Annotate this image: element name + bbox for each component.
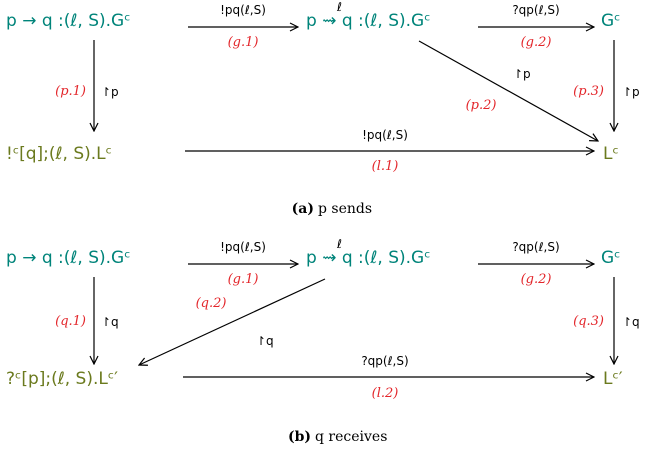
label-b-l2: ?qp(ℓ,S) <box>361 354 408 368</box>
rule-a-g2: (g.2) <box>521 35 552 50</box>
proj-b-q3: ↾q <box>622 315 640 329</box>
node-b-mid-label: ℓ <box>336 237 342 251</box>
proj-a-p2: ↾p <box>513 67 531 81</box>
proj-b-q2: ↾q <box>256 334 274 348</box>
node-a-start: p → q :(ℓ, S).Gᶜ <box>6 11 131 31</box>
proj-a-p3: ↾p <box>622 85 640 99</box>
rule-a-p3: (p.3) <box>573 84 604 99</box>
rule-a-l1: (l.1) <box>372 159 399 174</box>
caption-b-letter: (b) <box>288 429 311 445</box>
rule-a-g1: (g.1) <box>228 35 259 50</box>
label-a-l1: !pq(ℓ,S) <box>362 128 408 142</box>
rule-a-p1: (p.1) <box>55 84 86 99</box>
node-a-mid: p ⇝ q :(ℓ, S).Gᶜ <box>306 11 431 31</box>
node-a-bottom-left: !ᶜ[q];(ℓ, S).Lᶜ <box>6 144 112 164</box>
label-a-g1: !pq(ℓ,S) <box>220 3 266 17</box>
rule-b-q1: (q.1) <box>55 314 86 329</box>
rule-b-l2: (l.2) <box>372 386 399 401</box>
node-a-bottom-right: Lᶜ <box>603 144 619 164</box>
rule-b-q3: (q.3) <box>573 314 604 329</box>
rule-b-q2: (q.2) <box>196 296 227 311</box>
node-a-right: Gᶜ <box>601 11 620 31</box>
caption-a-letter: (a) <box>292 201 314 217</box>
node-a-mid-label: ℓ <box>336 0 342 14</box>
node-b-right: Gᶜ <box>601 248 620 268</box>
caption-b-text: q receives <box>315 429 387 445</box>
proj-b-q1: ↾q <box>101 315 119 329</box>
node-b-bottom-right: Lᶜ′ <box>603 369 623 389</box>
node-b-start: p → q :(ℓ, S).Gᶜ <box>6 248 131 268</box>
label-b-g1: !pq(ℓ,S) <box>220 240 266 254</box>
label-b-g2: ?qp(ℓ,S) <box>512 240 559 254</box>
rule-b-g2: (g.2) <box>521 272 552 287</box>
rule-b-g1: (g.1) <box>228 272 259 287</box>
arrow-b-q2 <box>139 278 326 365</box>
node-b-mid: p ⇝ q :(ℓ, S).Gᶜ <box>306 248 431 268</box>
arrow-a-p2 <box>418 40 598 141</box>
label-a-g2: ?qp(ℓ,S) <box>512 3 559 17</box>
panel-b: p → q :(ℓ, S).Gᶜ p ⇝ q :(ℓ, S).Gᶜ ℓ Gᶜ ?… <box>6 237 640 445</box>
caption-a-text: p sends <box>318 201 372 217</box>
node-b-bottom-left: ?ᶜ[p];(ℓ, S).Lᶜ′ <box>6 369 118 389</box>
proj-a-p1: ↾p <box>101 85 119 99</box>
panel-a: p → q :(ℓ, S).Gᶜ p ⇝ q :(ℓ, S).Gᶜ ℓ Gᶜ !… <box>6 0 640 217</box>
rule-a-p2: (p.2) <box>466 98 497 113</box>
